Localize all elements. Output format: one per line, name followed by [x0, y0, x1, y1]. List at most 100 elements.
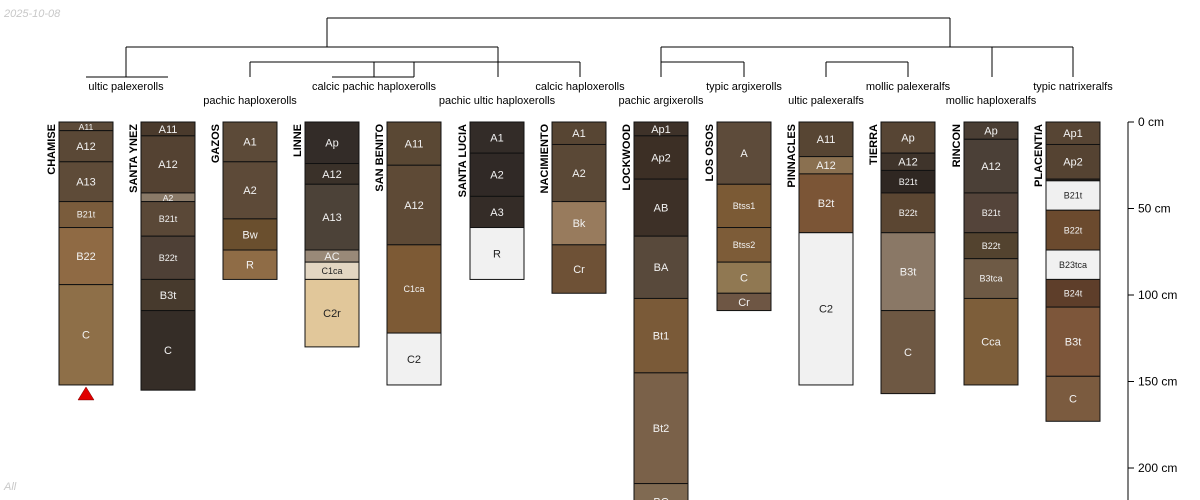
horizon-label: B23tca: [1059, 260, 1087, 270]
horizon-label: B21t: [982, 208, 1001, 218]
taxonomy-label-t9: mollic palexeralfs: [866, 81, 951, 93]
horizon-label: B22t: [899, 208, 918, 218]
profiles: A11 A12 A13 B21t B22 C CHAMISE A11 A12 A2 B21t B22t…: [46, 121, 1101, 500]
horizon-B24t: [1045, 278, 1101, 308]
horizon-label: R: [246, 260, 254, 272]
horizon-Bw: [222, 218, 278, 251]
profile-name: SAN BENITO: [374, 124, 386, 192]
horizon-C1ca: [386, 244, 442, 334]
horizon-Bk: [551, 201, 607, 246]
horizon-label: A1: [490, 132, 503, 144]
horizon-A13: [304, 183, 360, 251]
profile-chamise: A11 A12 A13 B21t B22 C CHAMISE: [46, 121, 114, 401]
horizon-B22t: [963, 232, 1019, 260]
profile-name: NACIMIENTO: [539, 124, 551, 194]
horizon-label: Bk: [573, 218, 586, 230]
horizon-R: [222, 249, 278, 280]
taxonomy-label-t1: ultic palexerolls: [88, 81, 164, 93]
horizon-B22t: [1045, 209, 1101, 251]
profile-lockwood: Ap1 Ap2 AB BA Bt1 Bt2 BC LOCKWOOD: [621, 121, 689, 500]
horizon-label: A12: [322, 169, 342, 181]
horizon-label: C: [740, 273, 748, 285]
taxonomy-label-t8: ultic palexeralfs: [788, 95, 864, 107]
profile-name: RINCON: [951, 124, 963, 167]
footer-stamp: All: [4, 481, 17, 493]
horizon-B21t: [1045, 180, 1101, 211]
horizon-label: B3tca: [979, 274, 1002, 284]
horizon-A2: [222, 161, 278, 220]
horizon-label: AC: [324, 251, 339, 263]
profile-name: TIERRA: [868, 124, 880, 165]
horizon-Ap2: [633, 135, 689, 180]
horizon-label: A12: [158, 159, 178, 171]
horizon-label: C2: [819, 304, 833, 316]
horizon-label: A12: [981, 161, 1001, 173]
horizon-B3tca: [963, 258, 1019, 299]
horizon-label: B3t: [160, 290, 177, 302]
horizon-label: Ap2: [1063, 157, 1083, 169]
horizon-label: B21t: [899, 177, 918, 187]
horizon-label: B2t: [818, 198, 835, 210]
profile-name: PINNACLES: [786, 124, 798, 188]
horizon-label: R: [493, 248, 501, 260]
taxonomy-label-t6: pachic argixerolls: [619, 95, 704, 107]
horizon-label: C2: [407, 354, 421, 366]
taxonomy-label-t11: typic natrixeralfs: [1033, 81, 1113, 93]
depth-tick-label: 200 cm: [1138, 461, 1177, 475]
horizon-label: C: [904, 347, 912, 359]
horizon-label: B3t: [900, 266, 917, 278]
profile-name: GAZOS: [210, 124, 222, 163]
depth-tick-label: 150 cm: [1138, 375, 1177, 389]
horizon-B22t: [140, 235, 196, 280]
horizon-label: Ap: [325, 138, 338, 150]
horizon-A2: [551, 143, 607, 203]
depth-limit-marker: [77, 386, 95, 401]
horizon-label: B24t: [1064, 288, 1083, 298]
horizon-label: A11: [817, 134, 836, 146]
horizon-C: [1045, 375, 1101, 422]
horizon-label: Cr: [573, 264, 585, 276]
profile-placentia: Ap1 Ap2 B21t B22t B23tca B24t B3t C PLACENTIA: [1033, 121, 1101, 422]
horizon-label: B3t: [1065, 337, 1082, 349]
horizon-label: C: [164, 345, 172, 357]
profile-pinnacles: A11 A12 B2t C2 PINNACLES: [786, 121, 854, 386]
profile-los-osos: A Btss1 Btss2 C Cr LOS OSOS: [704, 121, 772, 312]
horizon-A1: [222, 121, 278, 163]
horizon-label: Cca: [981, 337, 1001, 349]
horizon-B22t: [880, 192, 936, 234]
profile-name: LINNE: [292, 124, 304, 157]
horizon-label: B21t: [77, 210, 96, 220]
profile-gazos: A1 A2 Bw R GAZOS: [210, 121, 278, 280]
horizon-C2: [798, 232, 854, 386]
horizon-label: A2: [490, 170, 503, 182]
horizon-Cca: [963, 297, 1019, 386]
horizon-label: B21t: [159, 214, 178, 224]
horizon-label: Btss1: [733, 201, 756, 211]
horizon-Ap: [880, 121, 936, 154]
depth-tick-label: 100 cm: [1138, 288, 1177, 302]
horizon-label: Bt2: [653, 423, 670, 435]
horizon-Ap2: [1045, 143, 1101, 180]
horizon-label: A1: [243, 137, 256, 149]
profile-linne: Ap A12 A13 AC C1ca C2r LINNE: [292, 121, 360, 348]
horizon-label: Cr: [738, 297, 750, 309]
taxonomy-label-t4: pachic ultic haploxerolls: [439, 95, 556, 107]
horizon-label: A2: [163, 193, 174, 203]
profile-name: LOS OSOS: [704, 124, 716, 181]
horizon-label: B22t: [1064, 225, 1083, 235]
horizon-label: Ap1: [651, 124, 671, 136]
horizon-Cr: [716, 292, 772, 312]
horizon-label: Ap: [901, 132, 914, 144]
horizon-label: Bt1: [653, 331, 670, 343]
horizon-Bt1: [633, 297, 689, 374]
profile-santa-ynez: A11 A12 A2 B21t B22t B3t C SANTA YNEZ: [128, 121, 196, 391]
taxonomy-label-t10: mollic haploxeralfs: [946, 95, 1037, 107]
horizon-C: [140, 310, 196, 391]
horizon-A12: [140, 135, 196, 194]
horizon-label: C1ca: [321, 266, 342, 276]
horizon-B21t: [58, 201, 114, 229]
horizon-label: AB: [654, 202, 669, 214]
horizon-B21t: [140, 201, 196, 237]
horizon-label: A12: [76, 141, 96, 153]
